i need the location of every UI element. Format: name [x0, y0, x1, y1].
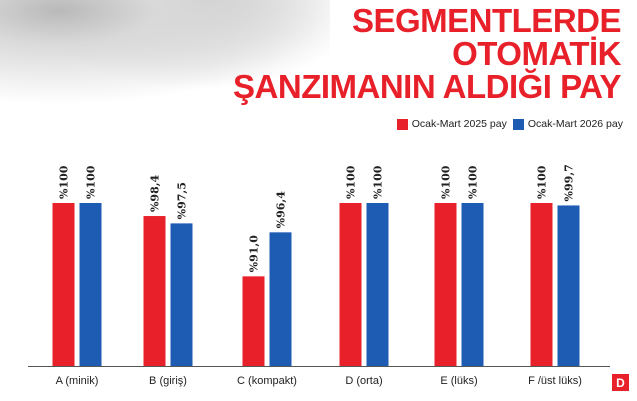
decorative-metal-background [0, 0, 330, 105]
category-label-3: D (orta) [345, 375, 382, 387]
data-label-2026-0: %100 [85, 165, 98, 199]
bar-2025-4 [434, 203, 457, 366]
data-label-2026-1: %97,5 [176, 182, 189, 219]
data-label-2026-5: %99,7 [563, 164, 576, 201]
publisher-logo: D [612, 374, 629, 391]
category-label-5: F /üst lüks) [528, 375, 582, 387]
data-label-2026-4: %100 [467, 165, 480, 199]
legend-label-2025: Ocak-Mart 2025 pay [411, 118, 507, 130]
legend-label-2026: Ocak-Mart 2026 pay [527, 118, 623, 130]
title-line-1: SEGMENTLERDE [351, 2, 622, 39]
data-label-2025-2: %91,0 [248, 235, 261, 273]
data-label-2025-3: %100 [345, 165, 358, 199]
bar-2026-5 [557, 205, 580, 366]
bar-2025-3 [339, 203, 362, 366]
bar-2026-2 [269, 232, 292, 366]
category-label-1: B (giriş) [149, 375, 187, 387]
data-label-2025-5: %100 [536, 165, 549, 199]
data-label-2025-4: %100 [440, 165, 453, 199]
bar-2026-1 [170, 223, 193, 366]
legend-swatch-2026 [512, 118, 524, 130]
bar-2025-5 [530, 203, 553, 366]
legend-swatch-2025 [396, 118, 408, 130]
legend-item-2026: Ocak-Mart 2026 pay [512, 118, 623, 130]
data-label-2026-3: %100 [372, 165, 385, 199]
bar-2026-4 [461, 203, 484, 366]
chart-legend: Ocak-Mart 2025 pay Ocak-Mart 2026 pay [396, 118, 623, 130]
category-label-2: C (kompakt) [237, 375, 297, 387]
title-line-3: ŞANZIMANIN ALDIĞI PAY [233, 68, 621, 105]
category-label-4: E (lüks) [440, 375, 477, 387]
legend-item-2025: Ocak-Mart 2025 pay [396, 118, 507, 130]
data-label-2026-2: %96,4 [275, 191, 288, 229]
data-label-2025-1: %98,4 [149, 174, 162, 212]
bar-2025-0 [52, 203, 75, 366]
bar-2025-1 [143, 216, 166, 366]
category-label-0: A (minik) [56, 375, 99, 387]
bar-2026-0 [79, 203, 102, 366]
chart-title: SEGMENTLERDE OTOMATİK ŞANZIMANIN ALDIĞI … [233, 4, 621, 103]
bar-2025-2 [242, 276, 265, 366]
title-line-2: OTOMATİK [452, 35, 621, 72]
data-label-2025-0: %100 [58, 165, 71, 199]
bar-2026-3 [366, 203, 389, 366]
